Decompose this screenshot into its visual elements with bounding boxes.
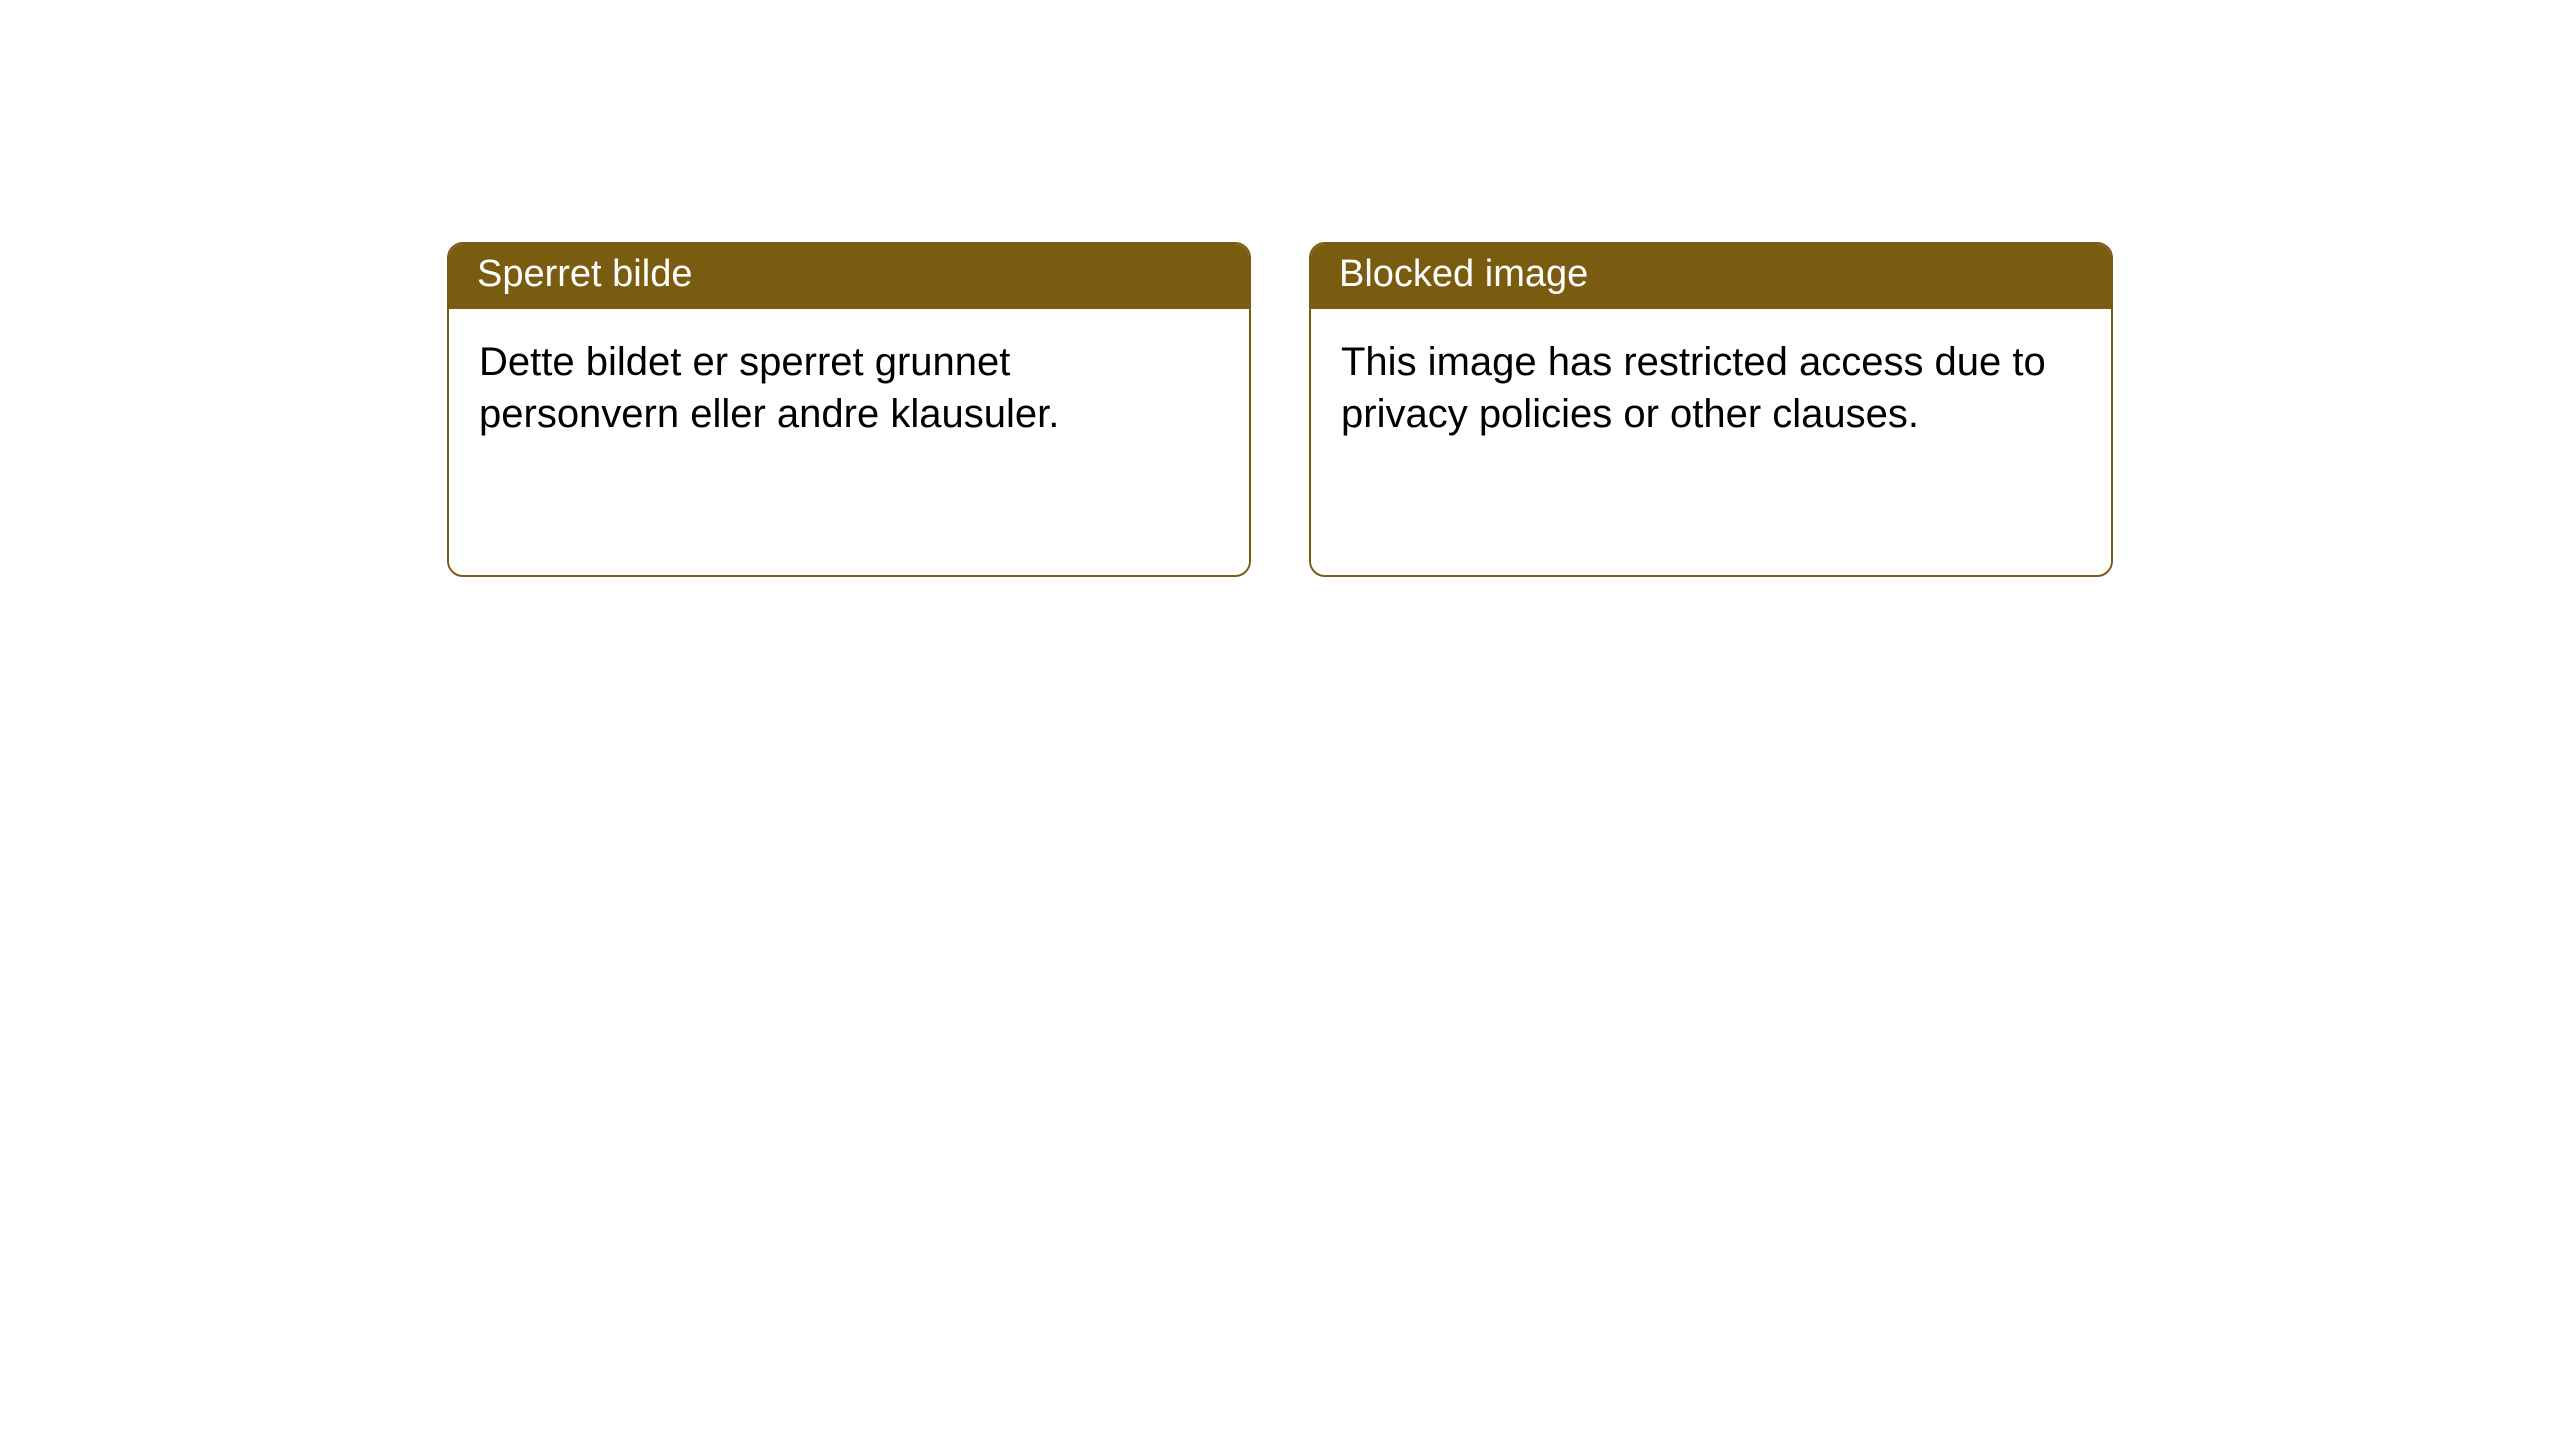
notice-body: Dette bildet er sperret grunnet personve… [449, 309, 1249, 575]
notice-header: Sperret bilde [449, 244, 1249, 309]
notice-body: This image has restricted access due to … [1311, 309, 2111, 575]
notice-header: Blocked image [1311, 244, 2111, 309]
notice-card-english: Blocked image This image has restricted … [1309, 242, 2113, 577]
notice-container: Sperret bilde Dette bildet er sperret gr… [447, 242, 2113, 577]
notice-card-norwegian: Sperret bilde Dette bildet er sperret gr… [447, 242, 1251, 577]
